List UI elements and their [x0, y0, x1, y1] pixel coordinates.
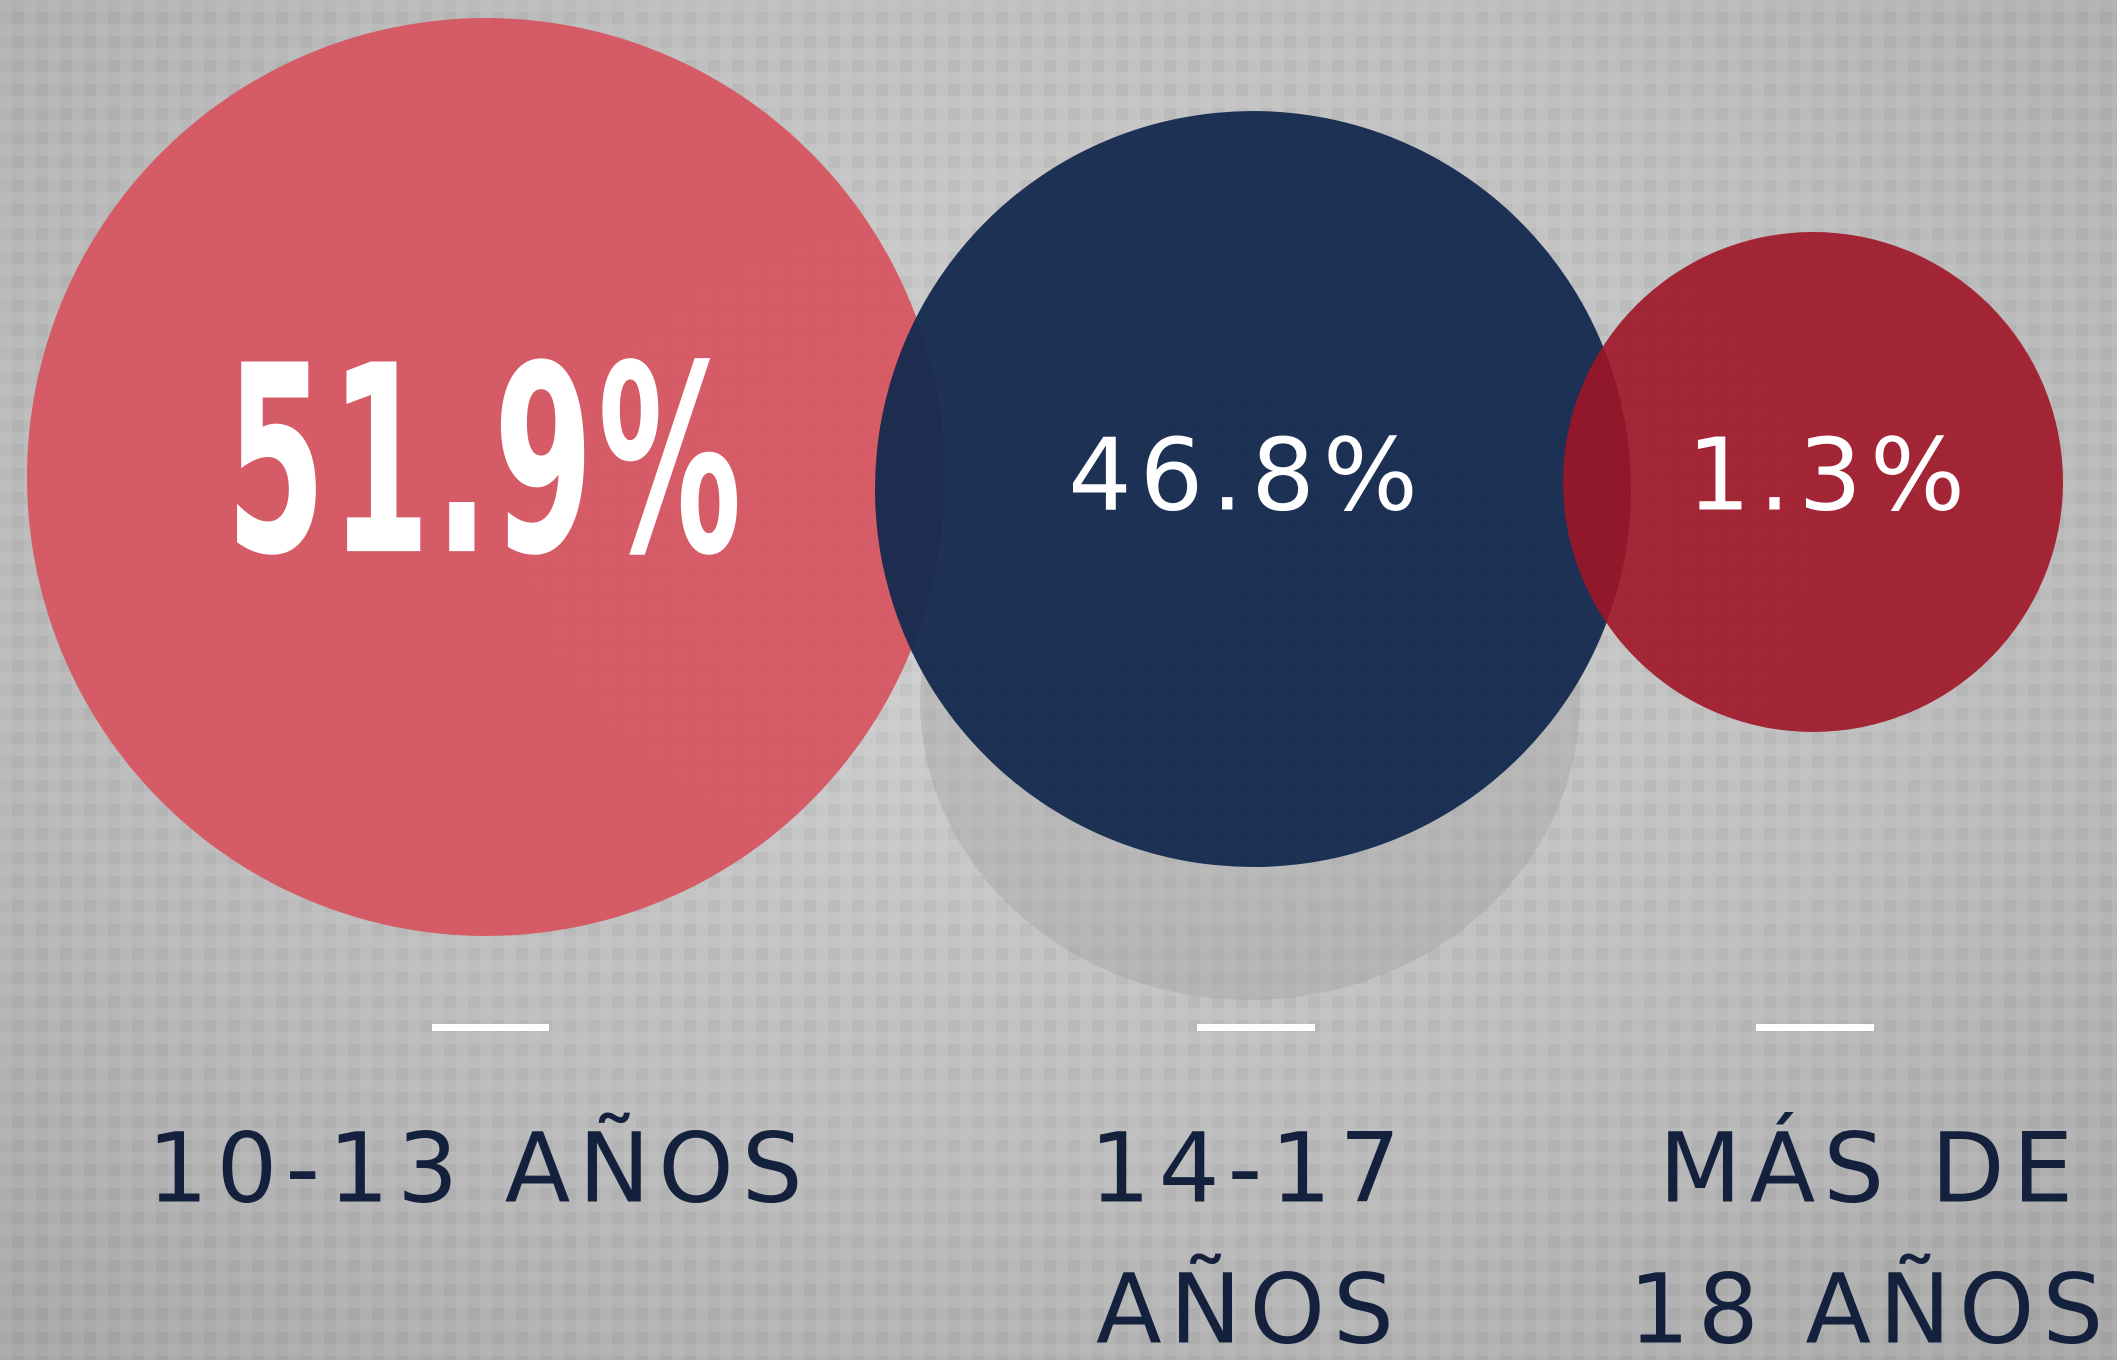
- divider: [1756, 1024, 1874, 1031]
- age-label: AÑOS: [1096, 1253, 1402, 1360]
- age-label: 10-13 AÑOS: [147, 1112, 810, 1224]
- percentage: 46.8%: [1068, 416, 1426, 533]
- age-label: 18 AÑOS: [1629, 1253, 2112, 1360]
- age-label: 14-17: [1090, 1112, 1409, 1224]
- percentage: 1.3%: [1687, 416, 1973, 533]
- bubble: [27, 18, 945, 936]
- divider: [1197, 1024, 1315, 1031]
- divider: [432, 1024, 549, 1031]
- bubble: [875, 111, 1631, 867]
- age-label: MÁS DE: [1659, 1111, 2082, 1224]
- bubble: [1563, 232, 2063, 732]
- percentage: 51.9%: [226, 311, 746, 613]
